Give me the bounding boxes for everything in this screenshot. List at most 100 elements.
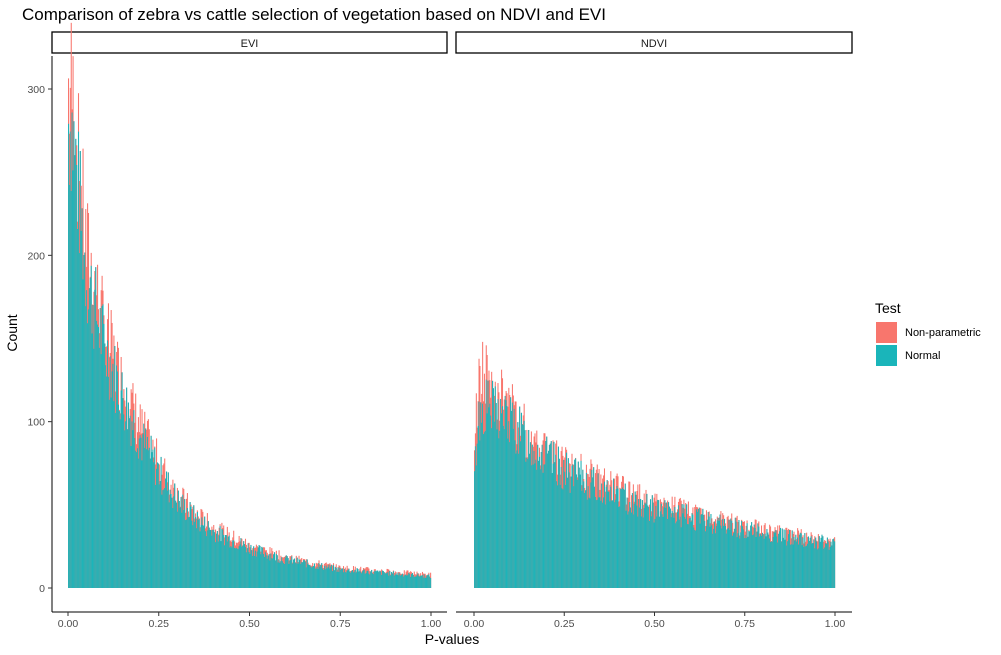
bar-normal	[248, 552, 250, 588]
bar-normal	[271, 558, 273, 588]
bar-normal	[273, 554, 275, 588]
bar-normal	[512, 428, 514, 588]
bar-normal	[760, 534, 762, 588]
bar-normal	[548, 444, 550, 588]
bar-normal	[514, 440, 516, 588]
bar-normal	[573, 486, 575, 588]
bar-normal	[670, 517, 672, 588]
bar-normal	[168, 502, 170, 588]
bar-normal	[509, 442, 511, 588]
bar-normal	[75, 138, 77, 588]
bar-normal	[654, 518, 656, 588]
bar-normal	[285, 555, 287, 588]
bar-normal	[812, 543, 814, 588]
bar-normal	[549, 443, 551, 588]
bar-normal	[380, 571, 382, 588]
bar-normal	[709, 526, 711, 588]
bar-normal	[830, 541, 832, 588]
bar-normal	[296, 557, 298, 588]
bar-normal	[87, 309, 90, 588]
bar-normal	[788, 534, 790, 588]
bar-normal	[290, 559, 292, 588]
bar-normal	[210, 530, 212, 588]
bar-normal	[803, 547, 805, 588]
bar-normal	[77, 228, 79, 588]
bar-normal	[720, 525, 722, 588]
bar-normal	[274, 560, 276, 588]
bar-normal	[804, 533, 806, 588]
bar-normal	[416, 575, 418, 588]
bar-normal	[412, 574, 414, 588]
bar-normal	[86, 290, 88, 588]
bar-normal	[414, 576, 416, 588]
bar-normal	[753, 524, 755, 588]
bar-normal	[499, 430, 501, 588]
bar-normal	[642, 517, 644, 588]
bar-normal	[703, 514, 705, 588]
bar-normal	[179, 507, 181, 588]
bar-normal	[771, 541, 773, 588]
bar-normal	[400, 575, 402, 588]
bar-normal	[480, 402, 482, 588]
bar-normal	[264, 556, 266, 588]
bar-normal	[150, 435, 152, 588]
bar-normal	[302, 562, 304, 588]
bar-normal	[374, 570, 376, 588]
bar-normal	[121, 372, 123, 588]
bar-normal	[767, 532, 769, 588]
bar-normal	[423, 574, 425, 588]
bar-normal	[640, 498, 642, 588]
bar-normal	[428, 574, 430, 588]
bar-normal	[488, 407, 490, 588]
bar-normal	[70, 190, 72, 588]
bar-normal	[646, 493, 648, 588]
bar-normal	[239, 544, 241, 588]
bar-normal	[805, 546, 807, 588]
bar-normal	[575, 474, 578, 588]
bar-normal	[817, 548, 819, 588]
bar-normal	[627, 514, 629, 588]
bar-normal	[259, 545, 261, 588]
bar-normal	[782, 537, 784, 588]
bar-normal	[309, 565, 311, 588]
bar-normal	[624, 483, 626, 588]
x-tick-label: 0.75	[330, 618, 351, 630]
bar-normal	[251, 550, 253, 588]
bar-normal	[195, 517, 197, 588]
bar-normal	[106, 376, 108, 588]
bar-normal	[372, 574, 374, 588]
bar-normal	[181, 512, 183, 588]
bar-normal	[330, 566, 332, 588]
bar-normal	[557, 485, 559, 588]
bar-normal	[596, 499, 598, 588]
bar-normal	[609, 501, 611, 588]
bar-normal	[525, 461, 527, 588]
bar-normal	[331, 564, 333, 588]
bar-normal	[359, 570, 361, 588]
bar-normal	[338, 571, 340, 588]
bar-normal	[832, 539, 834, 588]
bar-normal	[686, 524, 689, 588]
bar-normal	[97, 327, 100, 588]
bar-normal	[540, 452, 542, 588]
bar-normal	[91, 333, 93, 588]
bar-normal	[376, 570, 378, 588]
bar-normal	[677, 511, 679, 588]
bar-normal	[200, 525, 202, 588]
bar-normal	[671, 511, 673, 588]
y-axis-title: Count	[4, 314, 20, 351]
bar-normal	[397, 572, 399, 588]
bar-normal	[95, 267, 97, 588]
bar-normal	[576, 479, 578, 588]
bar-normal	[637, 516, 639, 588]
bar-normal	[543, 464, 545, 588]
bar-normal	[83, 255, 85, 588]
bar-normal	[411, 574, 413, 588]
bar-normal	[580, 460, 582, 588]
bar-normal	[691, 513, 693, 588]
x-tick-label: 0.50	[644, 618, 665, 630]
bar-normal	[606, 480, 608, 588]
bar-normal	[195, 528, 198, 588]
bar-normal	[421, 575, 423, 588]
bar-normal	[567, 458, 569, 588]
